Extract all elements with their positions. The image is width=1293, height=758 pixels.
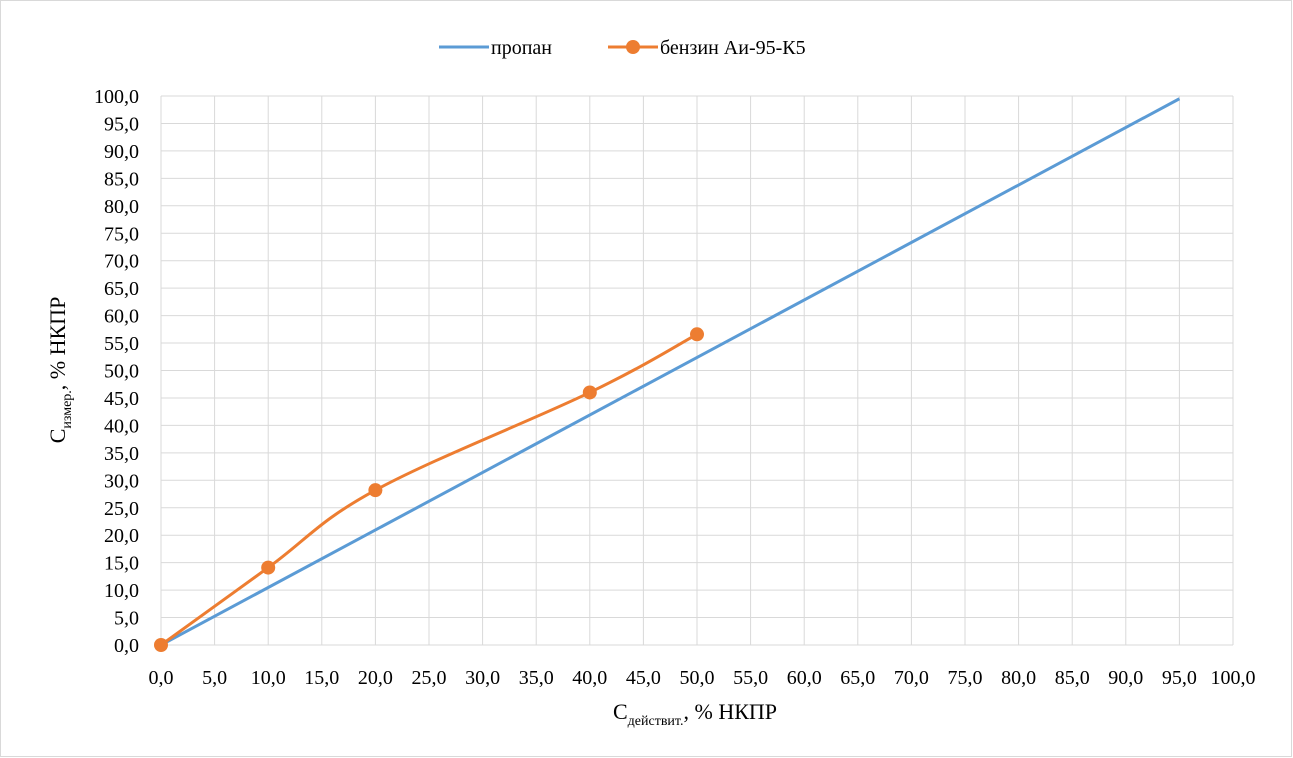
y-tick-label: 45,0 xyxy=(104,388,139,410)
x-tick-label: 90,0 xyxy=(1108,667,1143,689)
y-tick-label: 35,0 xyxy=(104,443,139,465)
x-tick-label: 100,0 xyxy=(1211,667,1256,689)
x-tick-label: 5,0 xyxy=(202,667,227,689)
y-tick-label: 80,0 xyxy=(104,196,139,218)
y-tick-label: 65,0 xyxy=(104,278,139,300)
x-axis-title-rest: , % НКПР xyxy=(684,699,778,724)
x-tick-label: 30,0 xyxy=(465,667,500,689)
x-tick-label: 65,0 xyxy=(840,667,875,689)
series-line-0 xyxy=(160,97,1181,647)
x-tick-label: 70,0 xyxy=(894,667,929,689)
y-tick-label: 100,0 xyxy=(94,86,139,108)
legend-label-1: бензин Аи-95-К5 xyxy=(660,37,806,59)
y-tick-label: 50,0 xyxy=(104,361,139,383)
x-tick-label: 80,0 xyxy=(1001,667,1036,689)
legend-marker-1 xyxy=(626,40,640,54)
series-point-1 xyxy=(154,638,168,652)
x-tick-label: 75,0 xyxy=(948,667,983,689)
y-tick-label: 95,0 xyxy=(104,113,139,135)
series-point-1 xyxy=(368,483,383,498)
y-tick-label: 90,0 xyxy=(104,141,139,163)
y-tick-label: 0,0 xyxy=(114,635,139,657)
x-tick-label: 35,0 xyxy=(519,667,554,689)
x-tick-label: 10,0 xyxy=(251,667,286,689)
series-point-1 xyxy=(261,560,276,575)
x-tick-label: 50,0 xyxy=(680,667,715,689)
y-tick-label: 85,0 xyxy=(104,168,139,190)
x-tick-label: 55,0 xyxy=(733,667,768,689)
series-point-1 xyxy=(690,327,704,342)
y-tick-label: 10,0 xyxy=(104,580,139,602)
series-line-1 xyxy=(160,332,698,647)
y-tick-label: 55,0 xyxy=(104,333,139,355)
y-axis-title-rest: , % НКПР xyxy=(45,297,70,391)
x-tick-label: 15,0 xyxy=(304,667,339,689)
legend: пропан бензин Аи-95-К5 xyxy=(439,37,806,59)
y-axis-ticks: 0,0 5,0 10,0 15,0 20,0 25,0 30,0 35,0 40,0 45,0 50… xyxy=(94,86,139,657)
y-tick-label: 60,0 xyxy=(104,306,139,328)
y-tick-label: 30,0 xyxy=(104,470,139,492)
y-tick-label: 70,0 xyxy=(104,251,139,273)
y-tick-label: 40,0 xyxy=(104,415,139,437)
x-axis-title: Cдействит., % НКПР xyxy=(613,699,777,729)
y-tick-label: 75,0 xyxy=(104,223,139,245)
y-tick-label: 25,0 xyxy=(104,498,139,520)
x-tick-label: 25,0 xyxy=(412,667,447,689)
x-tick-label: 85,0 xyxy=(1055,667,1090,689)
x-tick-label: 20,0 xyxy=(358,667,393,689)
x-axis-ticks: 0,0 5,0 10,0 15,0 20,0 25,0 30,0 35,0 40,0 45,0 50… xyxy=(149,667,1256,689)
x-axis-title-main: C xyxy=(613,699,628,724)
y-tick-label: 15,0 xyxy=(104,553,139,575)
series-layer xyxy=(154,97,1181,652)
series-point-1 xyxy=(582,385,597,400)
y-axis-title-sub: измер. xyxy=(60,390,75,428)
x-tick-label: 60,0 xyxy=(787,667,822,689)
x-axis-title-sub: действит. xyxy=(628,714,684,729)
y-axis-title: Cизмер., % НКПР xyxy=(45,297,75,444)
x-tick-label: 95,0 xyxy=(1162,667,1197,689)
y-tick-label: 20,0 xyxy=(104,525,139,547)
y-tick-label: 5,0 xyxy=(114,608,139,630)
x-tick-label: 45,0 xyxy=(626,667,661,689)
legend-label-0: пропан xyxy=(491,37,552,59)
y-axis-title-main: C xyxy=(45,429,70,444)
grid xyxy=(160,95,1234,646)
x-tick-label: 40,0 xyxy=(572,667,607,689)
x-tick-label: 0,0 xyxy=(149,667,174,689)
